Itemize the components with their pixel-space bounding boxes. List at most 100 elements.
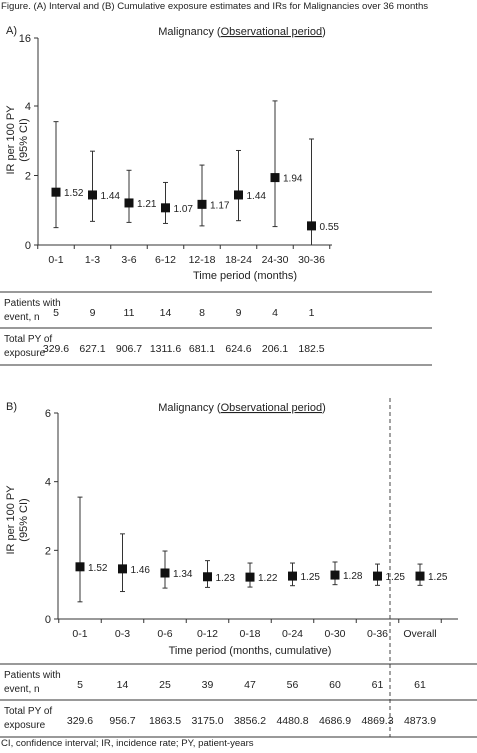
- data-label: 1.28: [343, 571, 363, 582]
- panel-b-title-underlined: Observational period: [221, 402, 323, 414]
- table-row-label: Patients with: [4, 670, 61, 681]
- table-cell: 329.6: [67, 715, 93, 727]
- panel-a-title: Malignancy (Observational period): [158, 26, 326, 38]
- panel-b-ylabel2: (95% CI): [18, 498, 30, 541]
- table-cell: 4: [272, 307, 278, 319]
- x-tick-label: 24-30: [262, 254, 289, 266]
- table-cell: 627.1: [79, 343, 105, 355]
- table-cell: 1863.5: [149, 715, 181, 727]
- table-cell: 14: [117, 679, 129, 691]
- table-cell: 182.5: [298, 343, 324, 355]
- y-tick-label: 4: [25, 101, 31, 113]
- y-tick-label: 0: [25, 240, 31, 252]
- table-cell: 9: [90, 307, 96, 319]
- table-cell: 681.1: [189, 343, 215, 355]
- table-cell: 8: [199, 307, 205, 319]
- data-point: [124, 198, 134, 208]
- panel-a-title-suffix: ): [322, 26, 326, 38]
- table-row-label: exposure: [4, 720, 46, 731]
- data-label: 1.25: [301, 572, 321, 583]
- panel-a-table: Patients with event, n 5 9 11 14 8 9 4 1 Total PY …: [0, 291, 432, 366]
- data-point: [270, 173, 280, 183]
- table-cell: 4873.9: [404, 715, 436, 727]
- panel-b-title-suffix: ): [322, 402, 326, 414]
- table-row-label: Total PY of: [4, 706, 52, 717]
- data-label: 1.25: [386, 572, 406, 583]
- y-tick-label: 2: [25, 171, 31, 183]
- panel-b-label: B): [6, 401, 17, 413]
- table-cell: 206.1: [262, 343, 288, 355]
- y-tick-label: 6: [45, 408, 51, 420]
- data-label: 1.22: [258, 573, 278, 584]
- table-row-label: exposure: [4, 348, 46, 359]
- data-point: [330, 570, 340, 580]
- y-tick-label: 4: [45, 477, 51, 489]
- panel-a-title-underlined: Observational period: [221, 26, 323, 38]
- table-cell: 906.7: [116, 343, 142, 355]
- data-label: 1.21: [137, 199, 157, 210]
- data-label: 1.44: [101, 191, 121, 202]
- data-point: [373, 571, 382, 581]
- data-label: 0.55: [320, 222, 340, 233]
- table-cell: 1: [309, 307, 315, 319]
- data-label: 1.94: [283, 174, 303, 185]
- table-cell: 329.6: [43, 343, 69, 355]
- panel-b-xlabel: Time period (months, cumulative): [169, 645, 332, 657]
- table-cell: 25: [159, 679, 171, 691]
- table-cell: 5: [77, 679, 83, 691]
- data-point: [415, 571, 425, 581]
- data-point: [288, 571, 297, 581]
- x-tick-label: 30-36: [298, 254, 325, 266]
- data-point: [51, 187, 61, 197]
- table-cell: 5: [53, 307, 59, 319]
- table-cell: 11: [124, 307, 135, 319]
- data-point: [234, 190, 243, 200]
- panel-b-plot: 0 2 4 6 0-1 0-3 0-6 0-12 0-18 0-24 0-30 0-36 Overall…: [45, 398, 458, 737]
- table-row-label: event, n: [4, 684, 40, 695]
- x-tick-label: 0-6: [157, 628, 172, 640]
- x-tick-label: 12-18: [189, 254, 216, 266]
- data-label: 1.52: [88, 563, 108, 574]
- x-tick-label: 3-6: [121, 254, 136, 266]
- data-point: [203, 572, 212, 582]
- table-cell: 9: [236, 307, 242, 319]
- data-label: 1.07: [174, 204, 194, 215]
- data-point: [197, 199, 207, 209]
- panel-b-table: Patients with event, n 5 14 25 39 47 56 60 61 61 To…: [0, 663, 477, 738]
- panel-a: A) Malignancy (Observational period) IR …: [0, 25, 432, 366]
- table-cell: 3856.2: [234, 715, 266, 727]
- panel-a-xlabel: Time period (months): [193, 270, 297, 282]
- data-point: [88, 190, 97, 200]
- data-label: 1.23: [216, 573, 236, 584]
- table-cell: 624.6: [225, 343, 251, 355]
- panel-b-title: Malignancy (Observational period): [158, 402, 326, 414]
- x-tick-label: 0-1: [48, 254, 63, 266]
- x-tick-label: 1-3: [85, 254, 100, 266]
- data-point: [307, 221, 316, 231]
- data-point: [160, 568, 170, 578]
- x-tick-label: 6-12: [155, 254, 176, 266]
- data-point: [245, 572, 255, 582]
- y-tick-label: 16: [19, 33, 31, 45]
- table-cell: 47: [244, 679, 256, 691]
- x-tick-label: 0-24: [282, 628, 303, 640]
- panel-a-plot: 0 2 4 16 0-1 1-3 3-6 6-12 12-18 18-24 24-30 30-36 1.…: [19, 33, 340, 266]
- table-row-label: event, n: [4, 312, 40, 323]
- data-label: 1.17: [210, 200, 230, 211]
- x-tick-label: 18-24: [225, 254, 252, 266]
- table-cell: 60: [329, 679, 341, 691]
- table-cell: 4480.8: [276, 715, 308, 727]
- y-tick-label: 2: [45, 545, 51, 557]
- x-tick-label: Overall: [403, 628, 436, 640]
- data-label: 1.46: [131, 565, 151, 576]
- x-tick-label: 0-1: [72, 628, 87, 640]
- data-label: 1.44: [247, 191, 267, 202]
- x-tick-label: 0-18: [239, 628, 260, 640]
- table-cell: 56: [287, 679, 299, 691]
- data-point: [75, 562, 85, 572]
- table-cell: 14: [160, 307, 172, 319]
- table-cell: 3175.0: [191, 715, 223, 727]
- x-tick-label: 0-12: [197, 628, 218, 640]
- data-point: [118, 564, 127, 574]
